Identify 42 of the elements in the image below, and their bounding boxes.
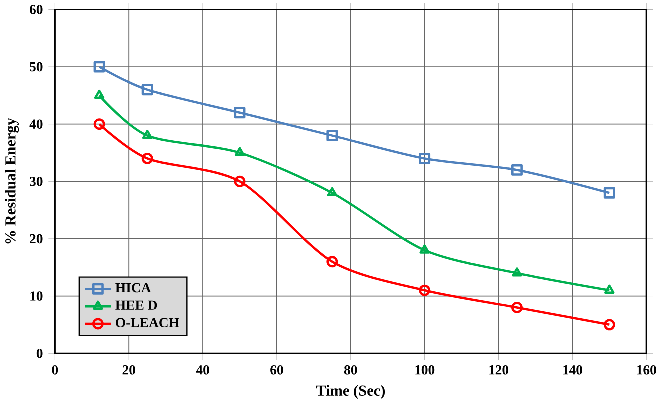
y-tick-label: 60 — [30, 4, 43, 14]
point — [419, 152, 431, 164]
y-tick-label: 50 — [30, 62, 43, 72]
x-tick-label: 100 — [416, 365, 435, 375]
point — [234, 176, 246, 188]
point — [94, 61, 106, 73]
point — [326, 130, 338, 142]
point — [142, 84, 154, 96]
y-tick-label: 40 — [30, 120, 43, 129]
point — [512, 164, 523, 176]
x-tick-label: 160 — [637, 365, 656, 375]
x-axis-title: Time (Sec) — [316, 385, 386, 400]
point — [604, 319, 616, 331]
point — [604, 187, 616, 199]
point — [512, 302, 523, 314]
point — [512, 268, 522, 277]
point — [420, 244, 430, 254]
legend-label: HEE D — [116, 300, 158, 310]
y-axis-title: % Residual Energy — [5, 118, 20, 244]
point — [234, 107, 246, 119]
x-tick-label: 80 — [344, 365, 358, 375]
legend-label: HICA — [116, 283, 152, 293]
x-tick-label: 0 — [52, 365, 58, 375]
point — [326, 256, 338, 268]
point — [327, 187, 338, 196]
x-tick-label: 20 — [122, 365, 136, 375]
y-tick-label: 20 — [30, 234, 43, 244]
y-tick-label: 30 — [30, 176, 43, 186]
legend-label: O-LEACH — [116, 318, 180, 328]
x-tick-label: 40 — [196, 365, 210, 375]
point — [234, 147, 246, 156]
x-tick-label: 60 — [270, 365, 284, 375]
y-tick-label: 10 — [30, 292, 43, 301]
x-tick-label: 120 — [490, 365, 509, 375]
x-tick-label: 140 — [563, 365, 582, 375]
point — [419, 284, 431, 296]
point — [142, 130, 153, 140]
point — [94, 90, 105, 100]
point — [142, 152, 154, 164]
point — [94, 118, 106, 130]
y-tick-label: 0 — [36, 348, 43, 358]
point — [604, 284, 615, 294]
